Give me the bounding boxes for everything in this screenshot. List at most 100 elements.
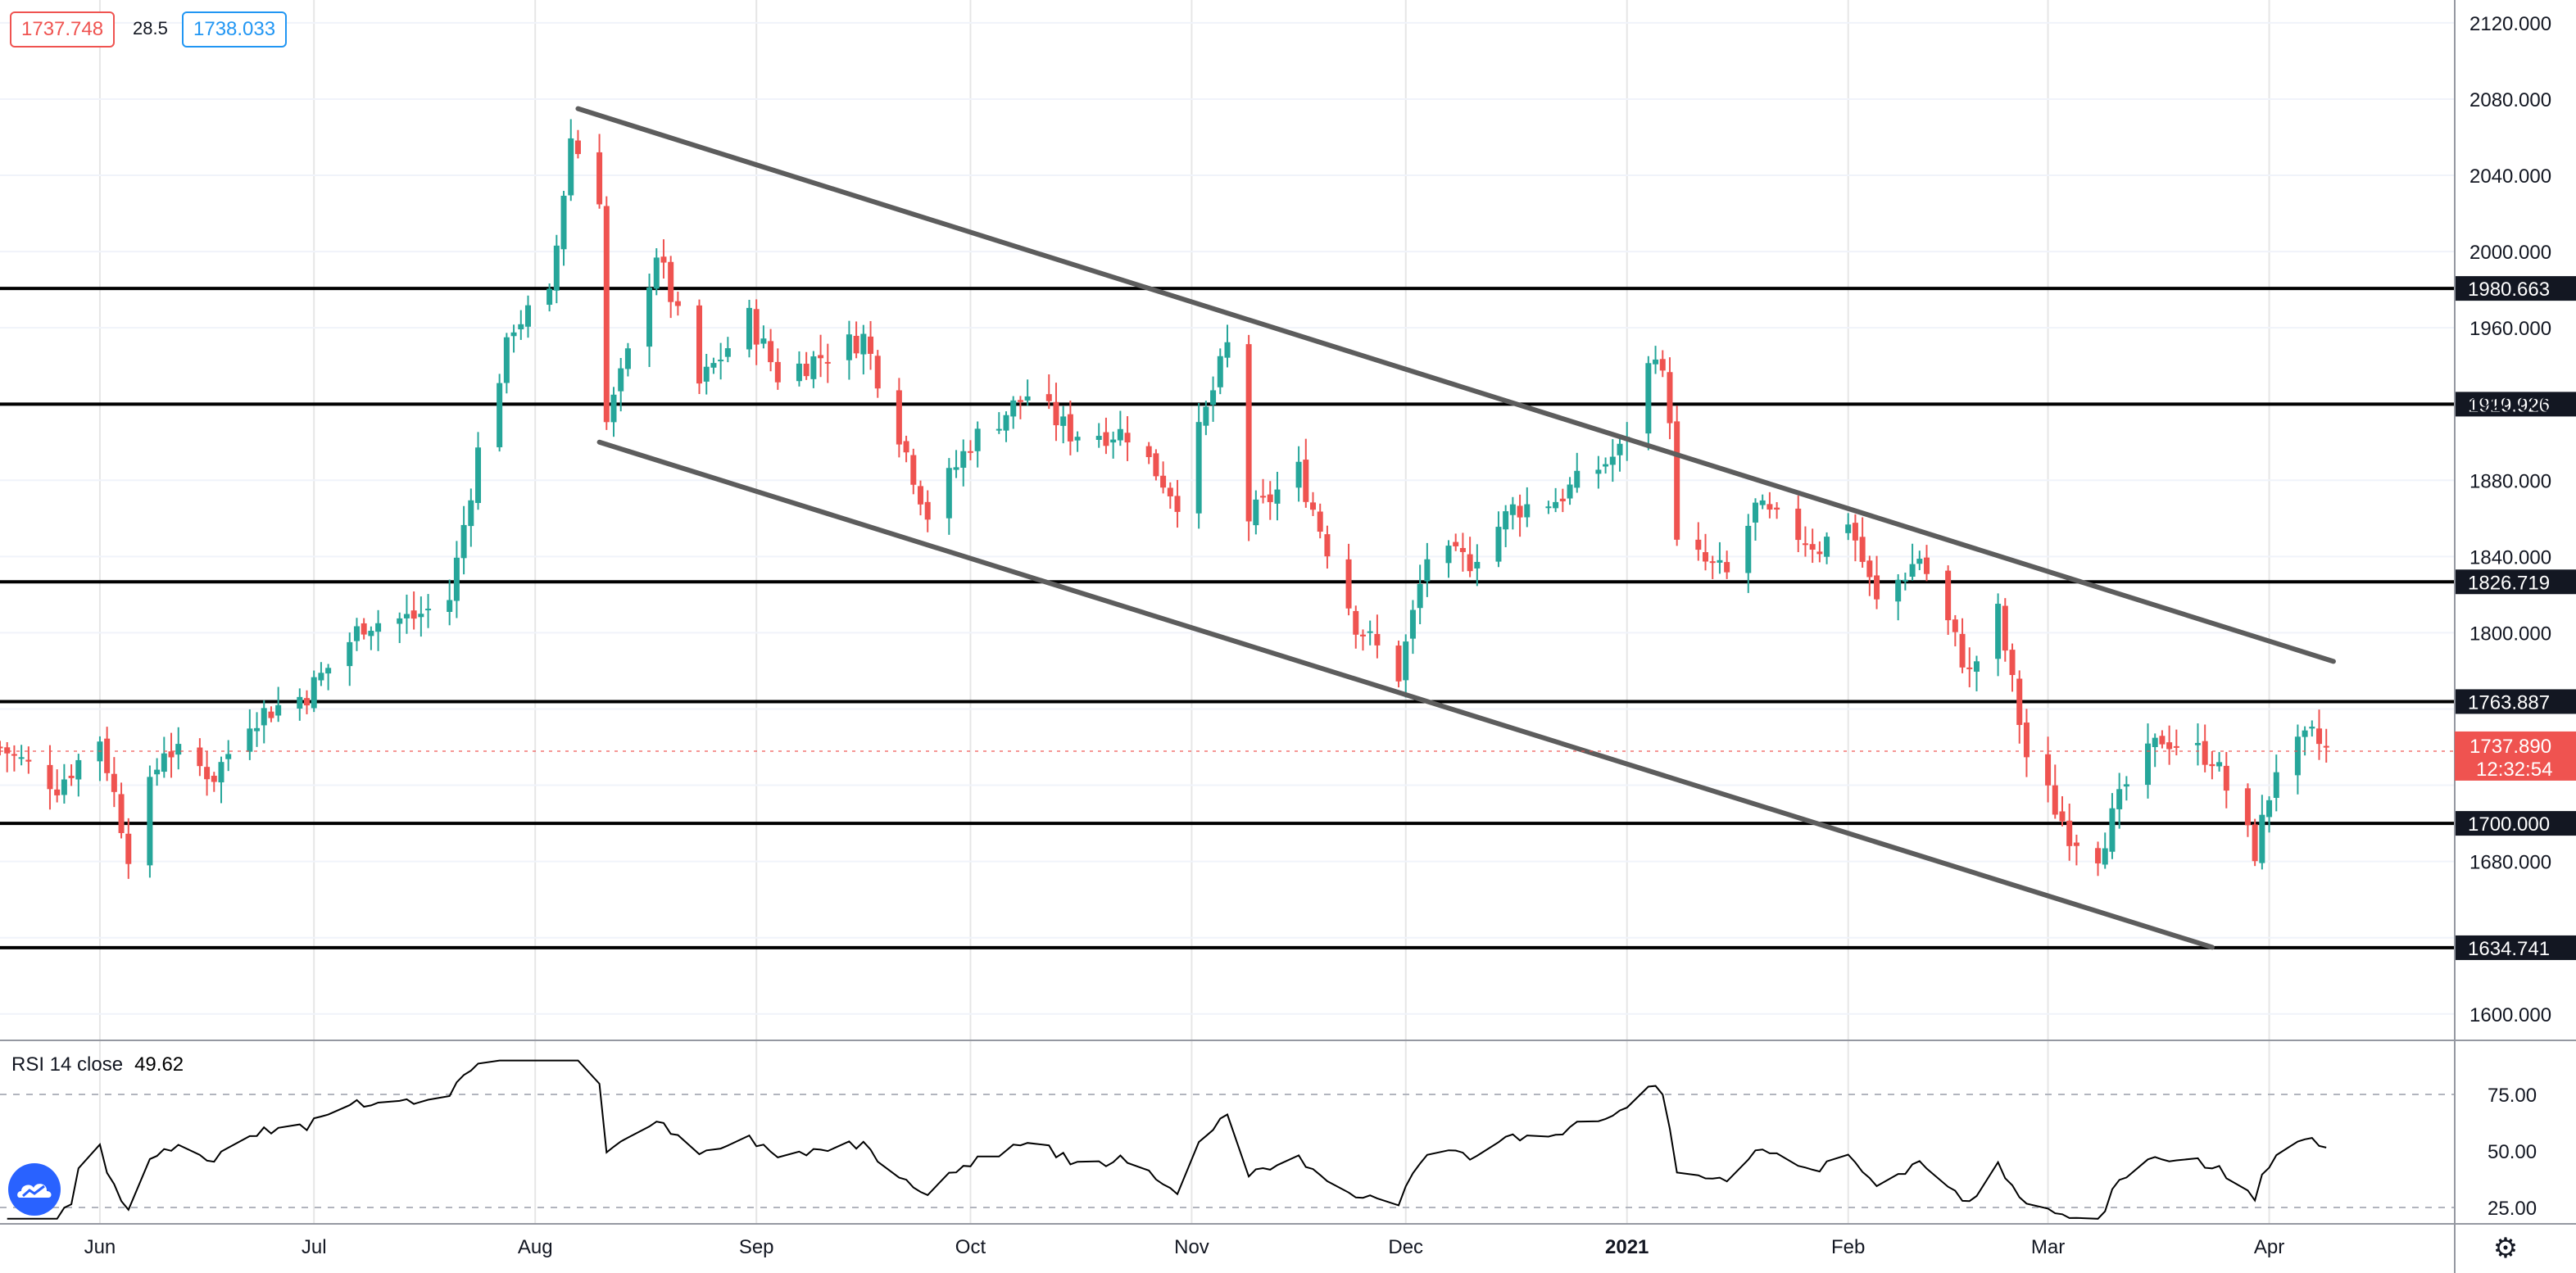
candle-body xyxy=(610,394,617,423)
ask-price[interactable]: 1738.033 xyxy=(182,11,288,48)
candle-body xyxy=(0,746,3,749)
candle-body xyxy=(225,754,232,759)
candle-body xyxy=(1653,359,1659,365)
candle-body xyxy=(1453,541,1459,546)
time-tick-label: 2021 xyxy=(1605,1236,1649,1258)
current-price-tag xyxy=(2455,731,2576,781)
candle-body xyxy=(2159,736,2166,745)
candle-body xyxy=(2045,754,2052,786)
candle-body xyxy=(1916,559,1923,564)
candle-body xyxy=(1667,372,1673,424)
candle-body xyxy=(1110,439,1117,443)
horizontal-levels[interactable]: 1980.663 1919.926 1826.719 1763.887 1700.000… xyxy=(0,276,2576,960)
candle-body xyxy=(1617,443,1623,455)
candle-body xyxy=(347,641,353,667)
candle-body xyxy=(2266,800,2273,818)
candle-body xyxy=(147,777,153,866)
candle-body xyxy=(1495,527,1502,562)
candle-body xyxy=(1045,394,1052,401)
candle-body xyxy=(418,614,424,618)
candle-body xyxy=(1574,470,1581,488)
candle-body xyxy=(1852,523,1858,541)
price-tick-label: 2120.000 xyxy=(2469,13,2551,35)
candle-body xyxy=(2173,745,2179,748)
candle-body xyxy=(1966,667,1973,669)
candle-body xyxy=(1674,421,1680,540)
candle-body xyxy=(674,301,681,306)
candle-body xyxy=(4,747,11,754)
candle-body xyxy=(61,779,67,795)
candle-body xyxy=(2316,728,2323,745)
candle-body xyxy=(375,623,382,632)
candle-body xyxy=(1017,400,1023,402)
gear-icon[interactable]: ⚙ xyxy=(2492,1233,2519,1264)
candle-body xyxy=(1010,400,1017,417)
price-tick-label: 1600.000 xyxy=(2469,1004,2551,1026)
candle-body xyxy=(1245,344,1252,522)
candle-body xyxy=(154,769,161,775)
candle-body xyxy=(111,773,117,792)
level-label: 1700.000 xyxy=(2468,813,2550,836)
candle-body xyxy=(1409,609,1416,639)
candle-body xyxy=(746,307,752,350)
candle-body xyxy=(1595,469,1602,474)
candle-body xyxy=(618,368,624,392)
candle-body xyxy=(2302,730,2308,737)
time-tick-label: Jun xyxy=(84,1236,116,1258)
candle-body xyxy=(318,673,324,681)
price-tick-label: 1880.000 xyxy=(2469,470,2551,492)
candle-body xyxy=(1074,437,1081,441)
candle-body xyxy=(1124,433,1131,443)
candle-body xyxy=(1695,539,1702,550)
candle-body xyxy=(1995,604,2002,659)
candle-body xyxy=(1859,537,1866,562)
channel-lines[interactable] xyxy=(575,106,2336,950)
price-tick-label: 2040.000 xyxy=(2469,165,2551,188)
candle-body xyxy=(1395,646,1402,682)
candle-body xyxy=(2294,736,2301,776)
candle-body xyxy=(1195,422,1202,514)
level-tag xyxy=(2455,392,2576,417)
candle-body xyxy=(1324,534,1331,557)
candle-body xyxy=(953,467,959,470)
candle-body xyxy=(1417,583,1423,609)
candle-body xyxy=(497,383,503,447)
candle-body xyxy=(1524,504,1531,518)
time-tick-label: Aug xyxy=(518,1236,553,1258)
candle-body xyxy=(475,447,482,504)
level-tag xyxy=(2455,935,2576,960)
candle-body xyxy=(2023,723,2030,758)
candle-body xyxy=(2102,848,2108,865)
candle-body xyxy=(703,366,710,382)
time-tick-label: Nov xyxy=(1174,1236,1209,1258)
candle-body xyxy=(2059,811,2066,822)
candle-body xyxy=(503,337,510,383)
candle-body xyxy=(1766,504,1773,510)
candle-body xyxy=(753,309,760,345)
candle-body xyxy=(453,557,460,601)
candle-body xyxy=(218,762,224,783)
rsi-legend: RSI 14 close 49.62 xyxy=(11,1053,195,1076)
candle-body xyxy=(1824,537,1830,557)
level-tag xyxy=(2455,689,2576,714)
candle-body xyxy=(1645,363,1652,434)
tradingview-cloud-icon[interactable] xyxy=(8,1163,61,1216)
candle-body xyxy=(2252,824,2258,862)
candle-body xyxy=(1659,359,1666,371)
candle-body xyxy=(1874,575,1880,600)
candle-body xyxy=(1952,619,1958,632)
candle-body xyxy=(268,711,274,718)
bid-price[interactable]: 1737.748 xyxy=(10,11,116,48)
candle-body xyxy=(1403,641,1409,681)
time-tick-label: Jul xyxy=(302,1236,327,1258)
candle-body xyxy=(774,361,781,383)
candle-body xyxy=(1745,525,1752,573)
candle-body xyxy=(325,668,332,674)
candle-body xyxy=(1374,633,1381,646)
level-label: 1919.926 xyxy=(2468,394,2550,416)
candle-body xyxy=(1145,446,1152,458)
candle-body xyxy=(1545,506,1552,509)
candle-body xyxy=(2002,605,2008,651)
